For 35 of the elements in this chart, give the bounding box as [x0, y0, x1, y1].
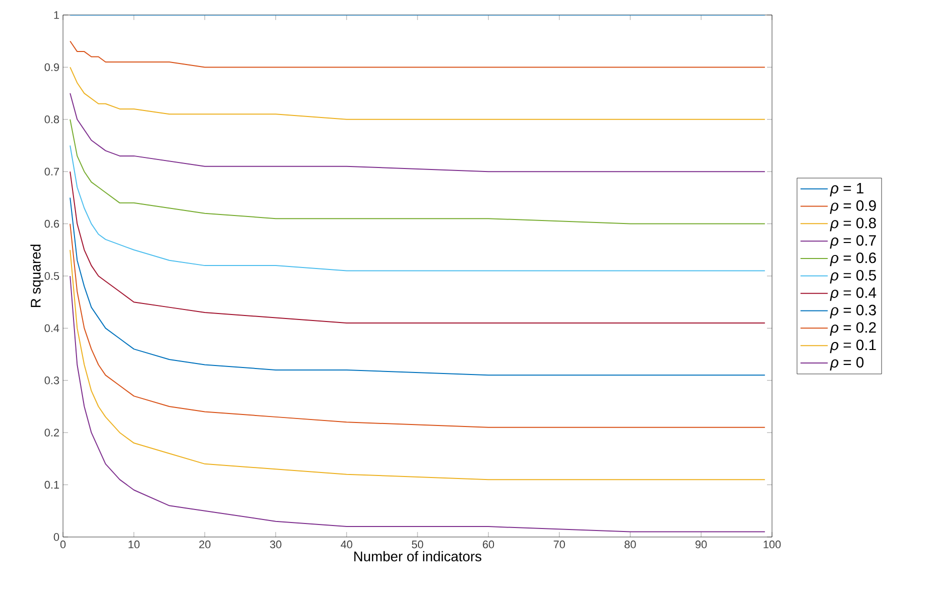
x-tick-label: 10	[128, 540, 140, 548]
legend-label: ρ = 0.3	[830, 304, 876, 318]
y-tick-label: 0.2	[44, 428, 59, 436]
y-tick-label: 0.3	[44, 376, 59, 384]
x-tick-label: 60	[482, 540, 494, 548]
x-tick-label: 20	[199, 540, 210, 548]
legend-label: ρ = 0.8	[830, 218, 876, 232]
legend-label: ρ = 0.7	[830, 235, 876, 249]
y-tick-label: 0.7	[44, 168, 59, 176]
x-tick-label: 0	[60, 540, 66, 548]
y-tick-label: 0.4	[44, 324, 60, 332]
y-tick-label: 0.6	[44, 220, 59, 228]
x-tick-label: 40	[340, 540, 352, 548]
legend-label: ρ = 0.1	[830, 340, 876, 354]
x-tick-label: 30	[270, 540, 282, 548]
legend-label: ρ = 0.2	[830, 322, 876, 336]
y-tick-label: 0.5	[44, 272, 60, 280]
legend-label: ρ = 0	[830, 357, 864, 371]
legend-label: ρ = 0.9	[830, 200, 876, 214]
y-tick-label: 1	[54, 11, 59, 19]
x-tick-label: 100	[764, 540, 781, 548]
y-tick-label: 0.1	[44, 480, 59, 489]
x-tick-label: 50	[412, 540, 424, 548]
legend-label: ρ = 0.4	[830, 287, 876, 301]
legend-label: ρ = 1	[830, 183, 864, 196]
legend-label: ρ = 0.6	[830, 252, 876, 266]
x-tick-label: 90	[696, 540, 707, 548]
x-axis-title: Number of indicators	[354, 551, 482, 562]
y-tick-label: 0.8	[44, 116, 59, 124]
y-tick-label: 0	[54, 533, 60, 541]
y-axis-title: R squared	[30, 244, 44, 308]
x-tick-label: 70	[554, 540, 565, 548]
x-tick-label: 80	[624, 540, 636, 548]
legend-label: ρ = 0.5	[830, 270, 876, 284]
y-tick-label: 0.9	[44, 63, 59, 72]
